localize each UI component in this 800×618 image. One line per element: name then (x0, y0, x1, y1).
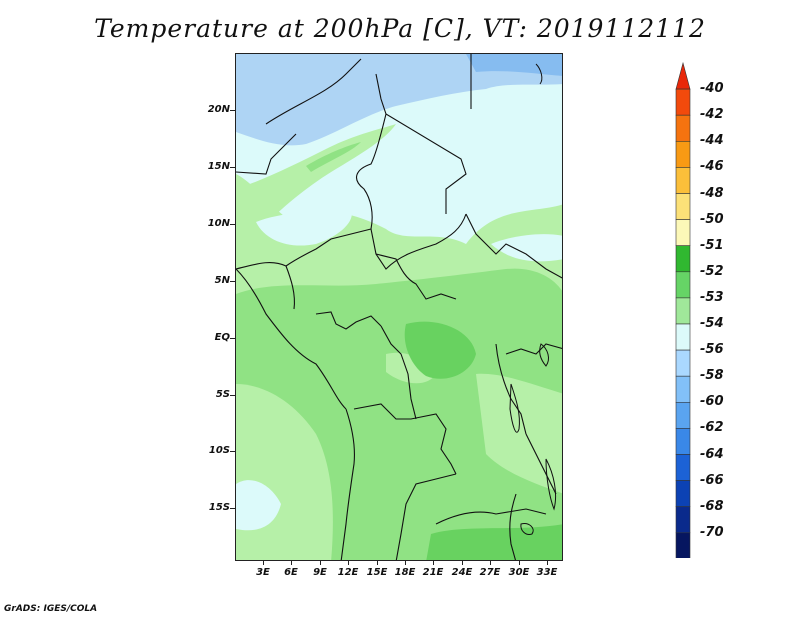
colorbar-label: -66 (700, 472, 724, 488)
map-plot-area (235, 53, 563, 561)
field-cyan-southwest (236, 480, 281, 531)
colorbar-segment (675, 141, 691, 168)
lat-label-20n: 20N (207, 104, 230, 115)
lon-tick (462, 561, 463, 565)
colorbar-segment (675, 297, 691, 325)
colorbar-segment (675, 323, 691, 351)
colorbar-label: -70 (700, 524, 724, 540)
lon-label-30e: 30E (508, 567, 530, 578)
colorbar-segment (675, 349, 691, 377)
country-borders (236, 54, 562, 560)
colorbar-label: -68 (700, 498, 724, 514)
lon-label-3e: 3E (256, 567, 270, 578)
colorbar-segment (675, 167, 691, 194)
lon-label-21e: 21E (422, 567, 444, 578)
field-green-core-south (426, 524, 562, 560)
field-cyan-patch-east (491, 234, 562, 262)
colorbar-label: -60 (700, 394, 724, 410)
lat-label-5s: 5S (215, 389, 230, 400)
lat-tick (230, 110, 235, 111)
lon-label-6e: 6E (284, 567, 298, 578)
lon-tick (519, 561, 520, 565)
colorbar-label: -50 (700, 211, 724, 227)
temperature-map (236, 54, 562, 560)
lat-label-15s: 15S (208, 502, 230, 513)
colorbar (675, 61, 691, 558)
colorbar-label: -44 (700, 133, 724, 149)
lake-outlines (509, 63, 557, 535)
colorbar-segment (675, 480, 691, 508)
lon-tick (490, 561, 491, 565)
colorbar-segment (675, 401, 691, 429)
colorbar-label: -40 (700, 81, 724, 97)
lat-label-10s: 10S (208, 445, 230, 456)
field-blue-deep (466, 54, 562, 76)
colorbar-segment (675, 193, 691, 220)
lon-tick (433, 561, 434, 565)
lon-label-15e: 15E (366, 567, 388, 578)
field-green-streak-inner (306, 142, 361, 172)
footer-credit: GrADS: IGES/COLA (4, 604, 98, 614)
lat-label-10n: 10N (207, 218, 230, 229)
colorbar-segment (675, 375, 691, 403)
lat-tick (230, 338, 235, 339)
colorbar-label: -53 (700, 289, 724, 305)
field-cyan-patch-west (256, 204, 352, 246)
lat-tick (230, 224, 235, 225)
colorbar-segment (675, 88, 691, 116)
colorbar-segment (675, 114, 691, 142)
map-title: Temperature at 200hPa [C], VT: 201911211… (94, 14, 706, 43)
colorbar-label: -56 (700, 342, 724, 358)
colorbar-label: -46 (700, 159, 724, 175)
colorbar-label: -52 (700, 263, 724, 279)
lon-tick (547, 561, 548, 565)
lon-tick (291, 561, 292, 565)
lon-label-12e: 12E (337, 567, 359, 578)
lon-tick (377, 561, 378, 565)
field-pale-patch (386, 352, 436, 384)
lon-label-18e: 18E (394, 567, 416, 578)
colorbar-segment (675, 428, 691, 455)
lat-tick (230, 167, 235, 168)
colorbar-segment (675, 219, 691, 247)
lat-label-eq: EQ (214, 332, 230, 343)
lat-tick (230, 281, 235, 282)
colorbar-label: -54 (700, 316, 724, 331)
colorbar-label: -42 (700, 107, 724, 123)
lat-tick (230, 395, 235, 396)
colorbar-label: -51 (700, 237, 724, 253)
colorbar-label: -48 (700, 185, 724, 201)
lat-label-5n: 5N (214, 275, 230, 286)
field-green-core-center (404, 321, 476, 379)
lat-tick (230, 508, 235, 509)
lon-label-9e: 9E (313, 567, 327, 578)
colorbar-segment (675, 506, 691, 534)
lat-label-15n: 15N (207, 161, 230, 172)
lon-tick (348, 561, 349, 565)
colorbar-segment (675, 454, 691, 481)
colorbar-segment (675, 532, 691, 558)
lon-label-24e: 24E (451, 567, 473, 578)
colorbar-label: -64 (700, 446, 724, 462)
lon-label-27e: 27E (479, 567, 501, 578)
lon-tick (320, 561, 321, 565)
colorbar-label: -58 (700, 368, 724, 384)
lon-tick (263, 561, 264, 565)
colorbar-segment (675, 61, 691, 90)
field-blue-top (236, 54, 562, 146)
lon-tick (405, 561, 406, 565)
colorbar-label: -62 (700, 420, 724, 436)
field-green-streak (236, 124, 396, 224)
colorbar-segment (675, 245, 691, 273)
colorbar-segment (675, 271, 691, 299)
lat-tick (230, 451, 235, 452)
lon-label-33e: 33E (536, 567, 558, 578)
